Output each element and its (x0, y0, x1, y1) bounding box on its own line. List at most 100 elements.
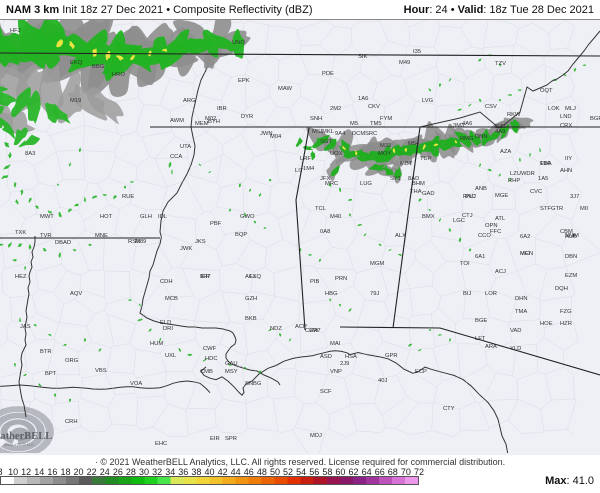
svg-text:MSY: MSY (225, 369, 238, 375)
svg-text:JWK: JWK (180, 246, 192, 252)
svg-text:OQT: OQT (540, 88, 553, 94)
svg-text:VBS: VBS (95, 368, 107, 374)
svg-text:IIY: IIY (565, 156, 572, 162)
svg-text:HRO: HRO (112, 72, 125, 78)
svg-text:BIJ: BIJ (463, 291, 471, 297)
svg-text:IBR: IBR (217, 106, 227, 112)
svg-text:AZA: AZA (500, 149, 511, 155)
svg-text:LOR: LOR (485, 291, 497, 297)
svg-text:HOT: HOT (100, 214, 113, 220)
svg-text:HDC: HDC (205, 356, 218, 362)
svg-text:ASD: ASD (320, 354, 332, 360)
svg-text:DYR: DYR (241, 114, 253, 120)
svg-text:M5: M5 (350, 121, 358, 127)
svg-text:0A8: 0A8 (320, 229, 330, 235)
svg-text:1A5: 1A5 (538, 176, 548, 182)
svg-text:AEX: AEX (245, 274, 257, 280)
svg-text:GAU: GAU (225, 361, 238, 367)
svg-text:I35: I35 (413, 49, 421, 55)
svg-text:8A3: 8A3 (25, 151, 35, 157)
svg-text:MGE: MGE (495, 193, 508, 199)
svg-text:HEZ: HEZ (15, 274, 27, 280)
svg-text:DCM: DCM (352, 131, 365, 137)
svg-text:1M4: 1M4 (303, 166, 315, 172)
svg-text:HUM: HUM (150, 341, 163, 347)
svg-text:MGM: MGM (370, 261, 384, 267)
svg-text:DRI: DRI (163, 326, 173, 332)
svg-text:2J9: 2J9 (340, 361, 349, 367)
svg-text:DNN: DNN (475, 134, 488, 140)
svg-text:SY1: SY1 (390, 176, 401, 182)
svg-text:MOY: MOY (378, 151, 391, 157)
svg-text:2M2: 2M2 (330, 106, 341, 112)
svg-text:JWN: JWN (260, 131, 273, 137)
svg-text:LZUWDR: LZUWDR (510, 171, 535, 177)
svg-text:DBAD: DBAD (55, 240, 71, 246)
svg-text:ANALYTICS LLC: ANALYTICS LLC (4, 442, 34, 447)
svg-text:MDJ: MDJ (310, 433, 322, 439)
svg-text:MWT: MWT (40, 214, 54, 220)
svg-text:CEW: CEW (305, 328, 319, 334)
svg-text:UTA: UTA (180, 144, 191, 150)
svg-text:SNBG: SNBG (245, 381, 262, 387)
svg-text:RUE: RUE (122, 194, 134, 200)
svg-text:RSN: RSN (128, 239, 140, 245)
svg-text:M19: M19 (70, 98, 81, 104)
svg-text:UOX: UOX (330, 151, 343, 157)
svg-text:TXK: TXK (15, 230, 26, 236)
svg-text:ANB: ANB (475, 186, 487, 192)
svg-text:1R7: 1R7 (200, 274, 211, 280)
svg-text:GWO: GWO (240, 214, 255, 220)
svg-text:HBG: HBG (325, 291, 338, 297)
svg-text:LUG: LUG (360, 181, 372, 187)
svg-text:HZR: HZR (560, 321, 572, 327)
svg-text:PBF: PBF (210, 221, 222, 227)
svg-text:1A6: 1A6 (358, 96, 368, 102)
svg-text:GZH: GZH (245, 296, 257, 302)
svg-text:EIR: EIR (210, 436, 220, 442)
svg-text:LVG: LVG (422, 98, 434, 104)
svg-text:HFJ: HFJ (10, 28, 21, 34)
svg-text:ARG: ARG (183, 98, 196, 104)
svg-text:DQH: DQH (555, 286, 568, 292)
svg-text:MBT: MBT (400, 161, 413, 167)
svg-text:SPR: SPR (225, 436, 237, 442)
svg-text:AUB: AUB (565, 234, 577, 240)
svg-text:CCA: CCA (170, 154, 182, 160)
svg-text:M49: M49 (399, 60, 410, 66)
svg-text:3J7: 3J7 (570, 194, 579, 200)
svg-text:BKB: BKB (245, 316, 257, 322)
svg-text:FFC: FFC (490, 229, 501, 235)
svg-text:GLH: GLH (140, 214, 152, 220)
svg-text:9A4: 9A4 (335, 131, 346, 137)
svg-text:FYM: FYM (380, 116, 392, 122)
svg-text:MSL: MSL (312, 129, 325, 135)
svg-text:EBA: EBA (540, 161, 552, 167)
svg-text:JFX: JFX (320, 176, 330, 182)
svg-text:RHP: RHP (508, 178, 520, 184)
svg-text:AHN: AHN (560, 168, 572, 174)
svg-text:CVC: CVC (530, 189, 542, 195)
svg-text:LND: LND (560, 114, 572, 120)
svg-text:TCL: TCL (315, 206, 327, 212)
svg-text:BGF: BGF (590, 116, 600, 122)
svg-text:HSA: HSA (345, 354, 357, 360)
svg-text:TOI: TOI (460, 261, 470, 267)
svg-text:DBN: DBN (565, 254, 577, 260)
svg-text:AQV: AQV (70, 291, 82, 297)
svg-text:BQP: BQP (235, 232, 247, 238)
svg-text:UNO: UNO (232, 40, 245, 46)
svg-text:BPT: BPT (45, 371, 57, 377)
svg-text:MAW: MAW (278, 86, 292, 92)
svg-text:GPR: GPR (385, 353, 398, 359)
svg-text:CKV: CKV (368, 104, 380, 110)
svg-text:WeatherBELL: WeatherBELL (0, 431, 52, 442)
svg-text:MLJ: MLJ (565, 106, 576, 112)
svg-text:EPK: EPK (238, 78, 250, 84)
svg-text:LRF: LRF (300, 156, 311, 162)
svg-text:IDL: IDL (158, 214, 168, 220)
svg-text:FZG: FZG (560, 309, 572, 315)
svg-text:EKQ: EKQ (70, 60, 83, 66)
svg-text:PRN: PRN (335, 276, 347, 282)
svg-text:BTR: BTR (40, 349, 52, 355)
